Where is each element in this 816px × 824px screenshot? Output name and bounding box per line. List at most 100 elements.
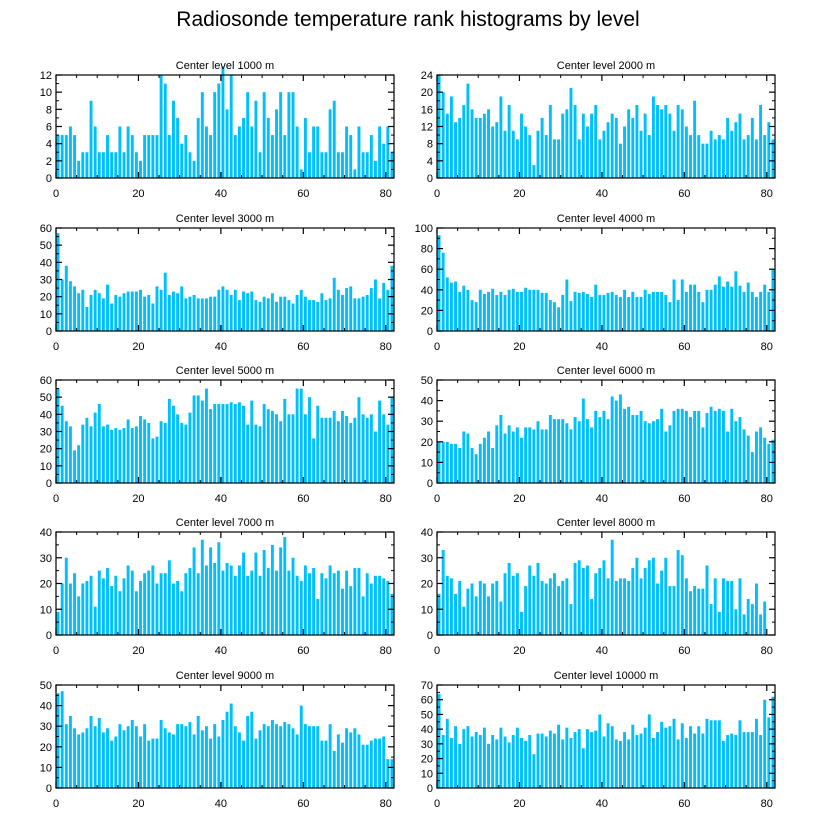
histogram-bar [365,294,369,331]
histogram-bar [283,537,287,635]
histogram-bar [697,135,701,178]
histogram-bar [647,560,651,635]
histogram-bar [474,596,478,636]
histogram-bar [373,738,377,788]
y-tick-label: 40 [421,285,433,297]
histogram-bar [118,429,122,483]
histogram-bar [759,105,763,178]
histogram-bar [341,294,344,331]
x-tick-label: 20 [132,798,144,810]
histogram-panel: 0 20 40 60 80 0 10 20 30 40 50 60 70 Center level 100… [421,670,776,810]
y-tick-label: 30 [40,275,52,287]
histogram-bar [606,122,610,178]
histogram-bar [172,291,175,331]
histogram-bar [250,291,254,331]
histogram-bar [569,604,573,635]
x-tick-label: 40 [215,493,227,505]
y-tick-label: 10 [40,604,52,616]
figure-title: Radiosonde temperature rank histograms b… [176,8,640,31]
histogram-bar [470,300,474,331]
histogram-bar [635,297,639,331]
histogram-bar [532,429,536,483]
histogram-bar [258,575,262,635]
histogram-bar [709,604,713,635]
histogram-bar [651,421,655,483]
histogram-bar [565,578,569,635]
y-tick-label: 0 [46,326,52,338]
histogram-bar [511,431,515,483]
histogram-bar [336,421,340,483]
x-tick-label: 40 [215,645,227,657]
histogram-bar [246,424,250,483]
histogram-bar [159,75,163,178]
panel-title: Center level 6000 m [557,365,655,377]
histogram-bar [155,738,159,788]
histogram-bar [750,604,754,635]
histogram-bar [697,291,701,331]
histogram-bar [93,726,97,788]
histogram-bar [701,733,705,788]
histogram-bar [602,410,606,483]
histogram-bar [229,402,233,483]
x-tick-label: 0 [53,798,59,810]
histogram-bar [308,397,311,483]
histogram-bar [618,578,622,635]
histogram-bar [590,598,594,635]
histogram-bar [610,539,614,635]
histogram-bar [643,289,647,331]
histogram-bar [594,573,598,635]
histogram-bar [382,282,386,331]
histogram-bar [606,419,610,483]
histogram-bar [590,427,594,483]
histogram-bar [134,426,138,483]
x-tick-label: 60 [297,798,309,810]
histogram-bar [557,724,561,788]
histogram-bar [258,730,262,788]
histogram-bar [316,405,320,483]
panel-title: Center level 3000 m [176,213,274,225]
histogram-bar [291,414,295,483]
histogram-bar [151,438,155,483]
y-tick-label: 0 [427,478,433,490]
histogram-bar [693,284,697,331]
y-tick-label: 30 [40,427,52,439]
histogram-bar [454,122,458,178]
histogram-bar [693,586,697,635]
histogram-bar [209,547,213,635]
histogram-bar [618,297,622,331]
histogram-bar [60,279,64,331]
histogram-bar [717,276,721,331]
histogram-bar [382,414,386,483]
x-tick-label: 0 [53,188,59,200]
histogram-bar [598,294,602,331]
histogram-bar [487,431,490,483]
histogram-bar [445,113,449,179]
histogram-bar [159,289,163,331]
histogram-bar [437,235,441,331]
histogram-bar [445,277,449,331]
histogram-bar [283,296,287,331]
histogram-bar [320,417,324,483]
histogram-bar [635,105,639,178]
histogram-bar [763,601,767,635]
histogram-bar [746,598,750,635]
histogram-bar [458,117,462,178]
histogram-bar [767,291,771,331]
histogram-bar [466,83,470,178]
histogram-bar [454,593,458,635]
histogram-bar [126,565,130,635]
histogram-bar [130,428,134,483]
histogram-bar [445,575,449,635]
x-tick-label: 0 [434,645,440,657]
histogram-bar [705,565,709,635]
histogram-bar [254,424,258,483]
histogram-bar [672,586,676,635]
x-tick-label: 0 [53,493,59,505]
histogram-bar [717,408,721,483]
histogram-bar [378,738,382,788]
histogram-bar [308,300,311,331]
y-tick-label: 10 [40,309,52,321]
histogram-bar [569,301,573,331]
x-tick-label: 40 [596,341,608,353]
histogram-bar [373,160,377,178]
